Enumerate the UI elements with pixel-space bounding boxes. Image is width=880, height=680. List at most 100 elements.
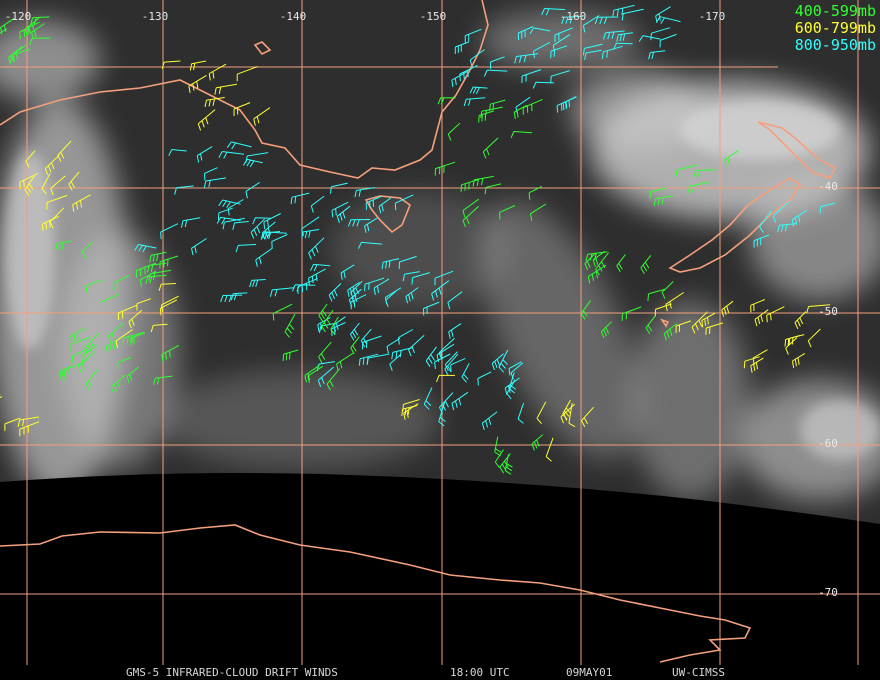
barb-line	[70, 336, 91, 352]
barb-line	[24, 16, 41, 37]
barb-line	[350, 336, 360, 355]
barb-line	[381, 258, 400, 270]
latitude-labels: -40 -50 -60 -70	[818, 180, 838, 599]
barb-line	[408, 335, 425, 357]
wind-barb	[135, 262, 157, 278]
wind-barb	[381, 258, 400, 270]
wind-barb	[517, 26, 534, 41]
barb-line	[461, 363, 470, 383]
barb-line	[403, 403, 419, 420]
barb-line	[584, 49, 602, 60]
wind-barb	[347, 219, 371, 227]
barb-line	[218, 199, 241, 208]
wind-barb	[423, 301, 440, 316]
barb-line	[150, 323, 168, 333]
wind-barb	[107, 323, 124, 343]
wind-barb	[513, 104, 528, 120]
barb-line	[600, 321, 612, 339]
barb-line	[290, 192, 310, 205]
barb-line	[759, 210, 772, 233]
barb-line	[580, 300, 592, 320]
wind-barb	[81, 241, 93, 259]
wind-barb	[459, 64, 478, 82]
barb-line	[113, 274, 130, 291]
wind-barb	[310, 263, 330, 272]
barb-line	[4, 417, 21, 431]
wind-barb	[529, 203, 547, 221]
barb-line	[490, 56, 505, 69]
wind-barb	[701, 312, 716, 328]
wind-barb	[272, 303, 293, 321]
wind-barb	[110, 374, 126, 394]
footer-date: 09MAY01	[566, 666, 612, 679]
barb-line	[477, 371, 492, 386]
barb-line	[806, 304, 831, 314]
barb-line	[115, 329, 133, 349]
wind-barb	[145, 274, 167, 284]
barb-line	[510, 131, 533, 139]
wind-barb	[174, 185, 194, 195]
coastlines	[0, 0, 837, 663]
barb-line	[317, 366, 335, 388]
barb-line	[330, 316, 339, 336]
barb-line	[545, 437, 554, 462]
wind-barb	[498, 349, 509, 373]
wind-barb	[759, 210, 772, 233]
wind-barb	[705, 322, 724, 336]
wind-barb	[208, 63, 227, 81]
wind-barb	[389, 353, 402, 371]
wind-barb	[365, 195, 383, 210]
barb-line	[318, 303, 328, 322]
barb-line	[529, 203, 547, 221]
wind-barb	[310, 195, 325, 213]
wind-barb	[499, 453, 511, 474]
barb-line	[233, 102, 251, 117]
barb-line	[149, 251, 167, 263]
barb-line	[791, 352, 806, 368]
barb-line	[365, 195, 383, 210]
barb-line	[724, 149, 740, 167]
wind-barb	[402, 399, 420, 412]
wind-barb	[150, 323, 168, 333]
wind-barb	[226, 141, 252, 150]
barb-line	[517, 403, 524, 424]
wind-barb	[481, 411, 498, 430]
wind-barb	[24, 176, 35, 196]
footer-product: GMS-5 INFRARED-CLOUD DRIFT WINDS	[126, 666, 338, 679]
barb-line	[460, 178, 480, 192]
wind-barb	[222, 217, 245, 230]
barb-line	[310, 195, 325, 213]
barb-line	[402, 399, 420, 412]
barb-line	[191, 238, 207, 256]
wind-barb	[592, 250, 605, 267]
barb-line	[616, 32, 633, 42]
wind-barb	[504, 454, 513, 475]
wind-barb	[425, 346, 437, 367]
barb-line	[55, 240, 72, 251]
barb-line	[214, 83, 237, 95]
wind-barb	[531, 434, 544, 451]
wind-barb	[659, 33, 677, 48]
wind-barb	[438, 392, 454, 414]
wind-barb	[318, 341, 332, 364]
wind-barb	[584, 49, 602, 60]
barb-line	[665, 292, 684, 312]
wind-barb	[528, 186, 542, 200]
wind-barb	[687, 181, 710, 194]
barb-line	[531, 434, 544, 451]
barb-line	[434, 161, 456, 176]
barb-line	[448, 323, 462, 339]
barb-line	[753, 234, 770, 248]
barb-line	[271, 234, 288, 249]
wind-barb	[149, 251, 167, 263]
wind-barb	[128, 309, 143, 329]
barb-line	[232, 221, 249, 230]
wind-barb	[510, 362, 524, 380]
barb-line	[693, 169, 716, 178]
wind-barb	[55, 240, 72, 251]
wind-barb	[271, 234, 288, 249]
wind-barb	[791, 352, 806, 368]
barb-line	[585, 251, 608, 262]
longitude-label: -140	[280, 10, 307, 23]
wind-barb	[582, 43, 603, 56]
